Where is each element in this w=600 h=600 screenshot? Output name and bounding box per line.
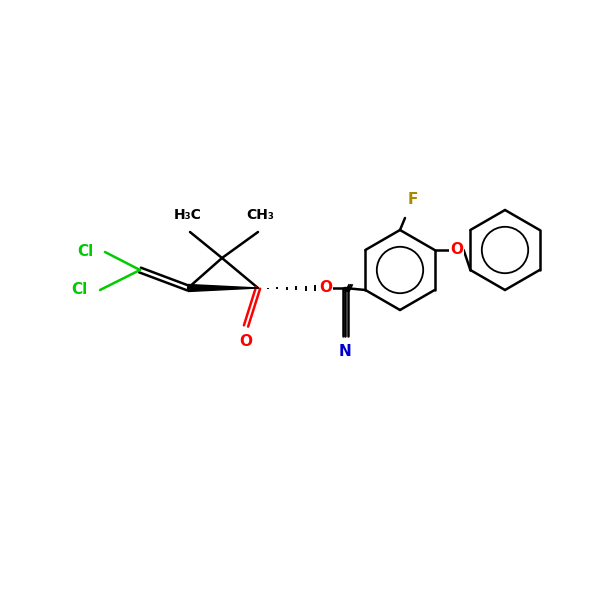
- Text: Cl: Cl: [77, 244, 93, 259]
- Text: Cl: Cl: [72, 281, 88, 296]
- Text: O: O: [239, 334, 253, 349]
- Text: F: F: [408, 192, 418, 207]
- Text: O: O: [319, 280, 332, 295]
- Polygon shape: [188, 284, 258, 292]
- Text: H₃C: H₃C: [174, 208, 202, 222]
- Text: N: N: [338, 344, 352, 359]
- Text: CH₃: CH₃: [246, 208, 274, 222]
- Text: O: O: [450, 242, 463, 257]
